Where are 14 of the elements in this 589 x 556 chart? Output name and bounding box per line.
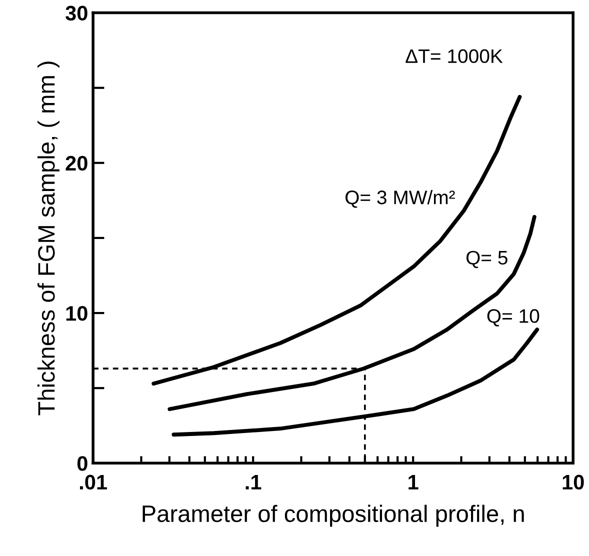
x-tick-label: .01: [80, 474, 107, 490]
x-axis-title: Parameter of compositional profile, n: [142, 504, 524, 527]
y-tick-label: 30: [66, 6, 88, 21]
y-axis-title: Thickness of FGM sample, ( mm ): [37, 62, 60, 416]
series-label: Q= 3 MW/m²: [346, 190, 455, 208]
annotation: ΔT= 1000K: [406, 49, 503, 64]
series-label: Q= 5: [466, 250, 508, 268]
y-tick-label: 0: [77, 456, 88, 471]
x-tick-label: .1: [246, 475, 262, 490]
series-label: Q= 10: [487, 309, 540, 326]
y-tick-label: 20: [66, 156, 88, 171]
y-tick-label: 10: [66, 306, 88, 321]
x-tick-label: 10: [562, 474, 584, 490]
x-tick-label: 1: [408, 475, 418, 490]
